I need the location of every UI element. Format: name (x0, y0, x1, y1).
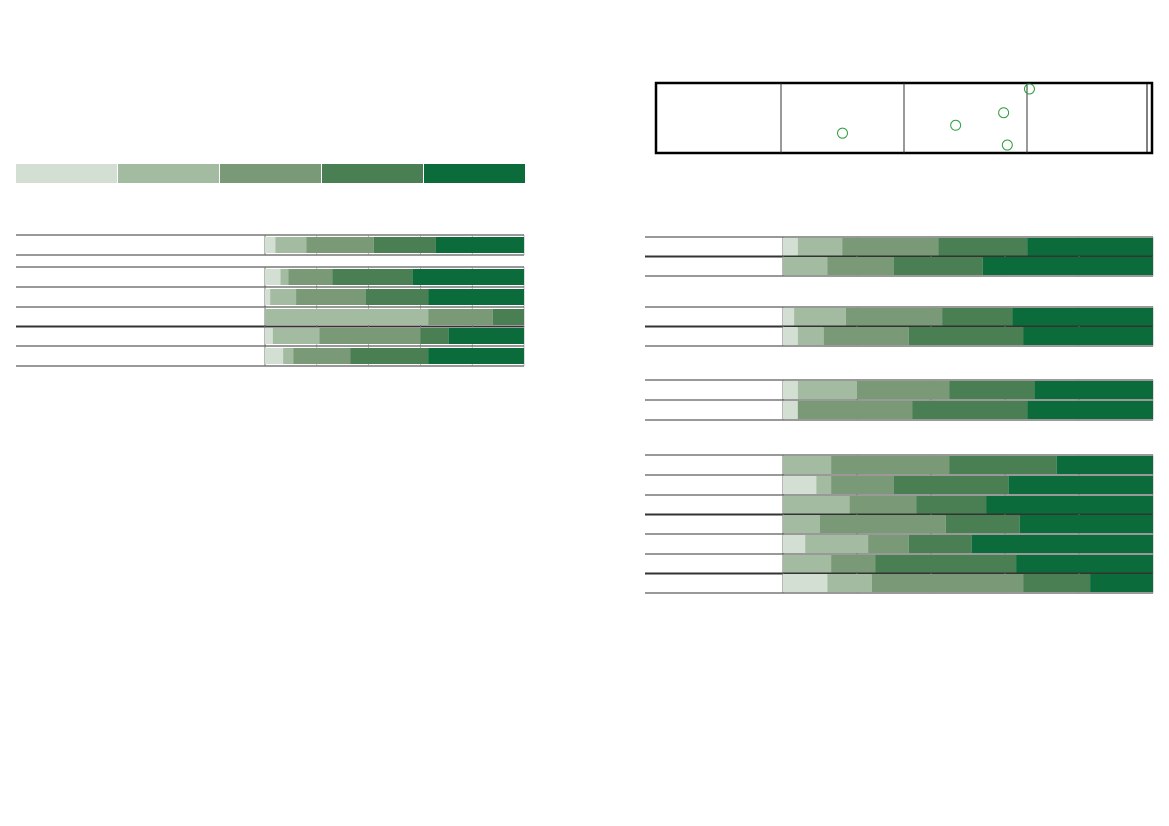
bar-segment (428, 309, 493, 325)
bar-segment (296, 289, 367, 305)
point (998, 107, 1010, 119)
legend-swatch (16, 164, 117, 183)
point (1001, 139, 1013, 151)
bar-segment (783, 401, 798, 419)
bar-segment (412, 269, 524, 285)
bar-segment (306, 237, 374, 253)
bar-segment (373, 237, 436, 253)
bar-segment (366, 289, 429, 305)
bar-segment (1023, 574, 1091, 592)
bar-segment (492, 309, 524, 325)
bar-segment (875, 555, 1017, 573)
bar-segment (916, 496, 987, 514)
bar-segment (986, 496, 1153, 514)
bar-segment (783, 574, 828, 592)
bar-segment (428, 348, 524, 364)
bar-segment (1056, 456, 1153, 474)
bar-segment (1012, 308, 1153, 326)
bar-segment (1023, 327, 1153, 345)
bar-segment (797, 401, 913, 419)
bar-segment (949, 381, 1035, 399)
bar-segment (288, 269, 333, 285)
bar-segment (894, 476, 1009, 494)
bar-segment (783, 327, 798, 345)
bar-segment (783, 456, 832, 474)
bar-segment (272, 328, 320, 344)
bar-segment (938, 238, 1028, 256)
bar-segment (265, 289, 271, 305)
bar-segment (971, 535, 1153, 553)
bar-segment (894, 257, 983, 275)
bar-segment (794, 308, 846, 326)
bar-segment (420, 328, 449, 344)
bar-segment (1008, 476, 1153, 494)
legend-swatch (118, 164, 219, 183)
bar-segment (280, 269, 289, 285)
bar-segment (797, 381, 857, 399)
bar-segment (823, 327, 909, 345)
bar-segment (428, 289, 524, 305)
bar-segment (845, 308, 943, 326)
bar-segment (332, 269, 413, 285)
bar-segment (831, 555, 876, 573)
bar-segment (783, 496, 850, 514)
bar-segment (949, 456, 1057, 474)
bar-segment (982, 257, 1153, 275)
bar-segment (1016, 555, 1153, 573)
bar-segment (783, 476, 817, 494)
bar-segment (283, 348, 294, 364)
bar-segment (783, 308, 795, 326)
bar-segment (797, 327, 824, 345)
bar-segment (1027, 401, 1153, 419)
bar-segment (319, 328, 421, 344)
bar-segment (805, 535, 869, 553)
bar-segment (293, 348, 351, 364)
legend-swatch (424, 164, 525, 183)
bar-segment (435, 237, 524, 253)
legend-swatch (220, 164, 321, 183)
bar-segment (797, 238, 843, 256)
bar-segment (942, 308, 1013, 326)
bar-segment (912, 401, 1028, 419)
bar-segment (857, 381, 950, 399)
bar-segment (265, 237, 276, 253)
bar-segment (783, 515, 820, 533)
bar-segment (783, 555, 832, 573)
bar-segment (908, 327, 1024, 345)
bar-segment (270, 289, 297, 305)
bar-segment (1034, 381, 1153, 399)
point (1023, 83, 1035, 95)
bar-segment (448, 328, 524, 344)
bar-segment (783, 535, 806, 553)
bar-segment (868, 535, 909, 553)
bar-segment (820, 515, 946, 533)
bar-segment (265, 328, 273, 344)
bar-segment (1019, 515, 1153, 533)
bar-segment (849, 496, 917, 514)
bar-segment (1090, 574, 1153, 592)
bar-segment (783, 257, 828, 275)
bar-segment (871, 574, 1024, 592)
point (950, 119, 962, 131)
bar-segment (783, 381, 798, 399)
bar-segment (350, 348, 429, 364)
bar-segment (275, 237, 307, 253)
bar-segment (265, 309, 429, 325)
bar-segment (783, 238, 798, 256)
bar-segment (827, 574, 872, 592)
bar-segment (831, 456, 950, 474)
bar-segment (945, 515, 1020, 533)
bar-segment (265, 348, 284, 364)
bar-segment (827, 257, 894, 275)
bar-segment (908, 535, 972, 553)
bar-segment (816, 476, 832, 494)
bar-segment (265, 269, 281, 285)
point (837, 127, 848, 139)
bar-segment (831, 476, 894, 494)
bar-segment (1027, 238, 1153, 256)
bar-segment (842, 238, 939, 256)
legend-swatch (322, 164, 423, 183)
